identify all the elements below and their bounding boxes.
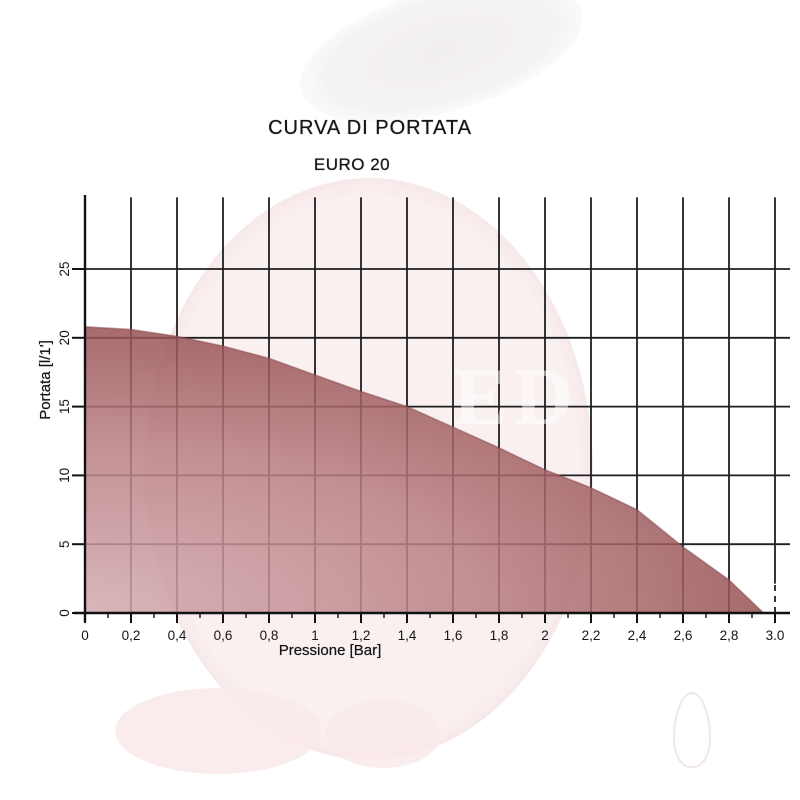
y-tick-label: 0 (57, 609, 72, 617)
y-tick-label: 15 (57, 399, 72, 414)
x-tick-label: 0,6 (214, 628, 233, 643)
x-tick-label: 2,2 (582, 628, 601, 643)
y-tick-label: 20 (57, 330, 72, 345)
watermark-letters: ED (453, 351, 579, 442)
x-tick-label: 1,6 (444, 628, 463, 643)
x-tick-label: 0,2 (122, 628, 141, 643)
chart-subtitle: EURO 20 (313, 155, 391, 174)
y-tick-label: 25 (57, 261, 72, 276)
x-tick-label: 0 (81, 628, 89, 643)
x-tick-label: 2 (541, 628, 549, 643)
y-axis-title: Portata [l/1'] (37, 340, 54, 420)
y-tick-label: 10 (57, 468, 72, 483)
x-axis-title: Pressione [Bar] (278, 642, 382, 659)
x-tick-label: 1,4 (398, 628, 417, 643)
chart-title: CURVA DI PORTATA (268, 117, 472, 139)
x-tick-label: 0,8 (260, 628, 279, 643)
pump-curve-area (85, 326, 764, 613)
x-tick-label: 2,8 (720, 628, 739, 643)
x-tick-label: 3.0 (766, 628, 785, 643)
x-tick-label: 0,4 (168, 628, 187, 643)
x-tick-label: 2,4 (628, 628, 647, 643)
y-tick-label: 5 (57, 540, 72, 548)
curve-fill-layer (85, 326, 764, 613)
x-tick-label: 2,6 (674, 628, 693, 643)
x-tick-label: 1,2 (352, 628, 371, 643)
x-tick-label: 1,8 (490, 628, 509, 643)
x-tick-label: 1 (311, 628, 319, 643)
